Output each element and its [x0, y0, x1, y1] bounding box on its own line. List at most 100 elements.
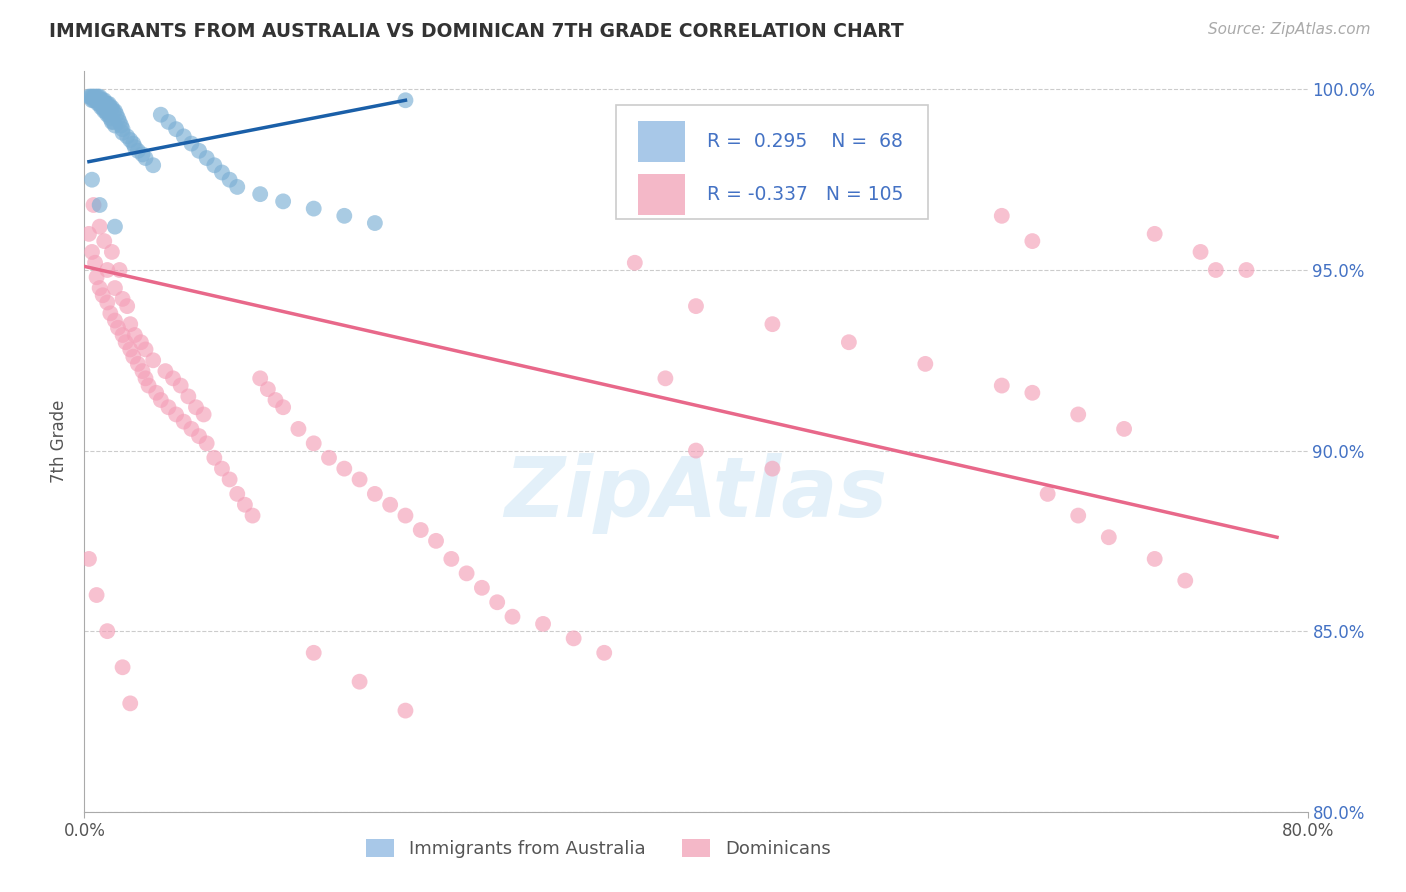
Point	[105, 108, 128, 122]
Point	[135, 371, 157, 385]
Point	[226, 487, 249, 501]
Point	[96, 263, 118, 277]
Point	[110, 119, 132, 133]
Point	[108, 263, 131, 277]
Point	[101, 115, 124, 129]
Point	[456, 566, 478, 581]
Point	[84, 89, 107, 103]
Point	[195, 436, 218, 450]
Point	[838, 335, 860, 350]
Point	[157, 401, 180, 415]
Point	[86, 93, 108, 107]
Point	[333, 209, 356, 223]
Point	[97, 96, 120, 111]
Point	[93, 104, 115, 119]
Point	[142, 353, 165, 368]
Point	[115, 299, 138, 313]
Point	[302, 202, 325, 216]
Point	[107, 320, 129, 334]
Point	[1114, 422, 1136, 436]
Point	[89, 219, 111, 234]
Point	[149, 108, 172, 122]
Point	[98, 306, 121, 320]
Point	[380, 498, 402, 512]
Point	[991, 378, 1014, 392]
Point	[188, 429, 211, 443]
Point	[761, 461, 783, 475]
Point	[89, 96, 111, 111]
Point	[120, 133, 142, 147]
Point	[80, 93, 103, 107]
Point	[127, 357, 149, 371]
Point	[94, 104, 117, 119]
Point	[122, 350, 145, 364]
Point	[145, 385, 167, 400]
Point	[218, 473, 240, 487]
Point	[120, 697, 142, 711]
Bar	[638, 174, 685, 215]
Point	[1205, 263, 1227, 277]
Point	[685, 443, 707, 458]
Point	[80, 244, 103, 259]
Point	[77, 227, 100, 241]
Point	[86, 270, 108, 285]
Point	[107, 112, 129, 126]
Bar	[638, 121, 685, 161]
Point	[394, 704, 416, 718]
Point	[394, 508, 416, 523]
Point	[991, 209, 1014, 223]
Point	[1021, 385, 1043, 400]
Point	[211, 461, 233, 475]
Point	[131, 147, 153, 161]
Point	[98, 112, 121, 126]
Point	[124, 140, 146, 154]
Point	[425, 533, 447, 548]
Point	[271, 401, 294, 415]
Point	[349, 674, 371, 689]
Point	[184, 401, 207, 415]
Point	[349, 473, 371, 487]
Point	[1174, 574, 1197, 588]
Point	[77, 89, 100, 103]
Point	[104, 104, 127, 119]
Point	[104, 313, 127, 327]
Point	[86, 89, 108, 103]
FancyBboxPatch shape	[616, 104, 928, 219]
Point	[914, 357, 936, 371]
Point	[103, 104, 125, 119]
Point	[93, 93, 115, 107]
Point	[486, 595, 509, 609]
Text: ZipAtlas: ZipAtlas	[505, 453, 887, 534]
Point	[84, 93, 107, 107]
Point	[173, 415, 195, 429]
Point	[1236, 263, 1258, 277]
Point	[1143, 552, 1166, 566]
Point	[103, 115, 125, 129]
Point	[89, 198, 111, 212]
Point	[90, 93, 112, 107]
Point	[211, 165, 233, 179]
Point	[120, 343, 142, 357]
Point	[111, 328, 134, 343]
Point	[111, 126, 134, 140]
Point	[101, 244, 124, 259]
Point	[531, 616, 554, 631]
Point	[114, 335, 136, 350]
Point	[135, 343, 157, 357]
Point	[218, 172, 240, 186]
Point	[318, 450, 340, 465]
Point	[271, 194, 294, 209]
Point	[170, 378, 193, 392]
Point	[302, 436, 325, 450]
Point	[1098, 530, 1121, 544]
Point	[96, 108, 118, 122]
Point	[165, 122, 187, 136]
Point	[83, 198, 105, 212]
Point	[87, 89, 110, 103]
Text: R =  0.295    N =  68: R = 0.295 N = 68	[707, 132, 903, 151]
Point	[111, 122, 134, 136]
Point	[96, 624, 118, 639]
Point	[101, 100, 124, 114]
Point	[249, 187, 271, 202]
Point	[157, 115, 180, 129]
